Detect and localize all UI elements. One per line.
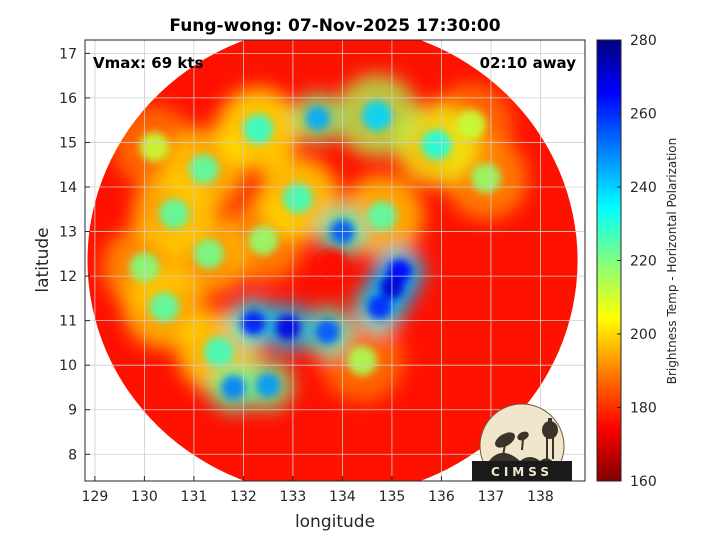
x-tick-label: 138 [527, 489, 554, 505]
x-tick-label: 130 [131, 489, 158, 505]
brightness-feature [241, 310, 266, 335]
microwave-swath [87, 40, 578, 481]
brightness-feature [282, 183, 313, 214]
brightness-feature [193, 238, 224, 269]
y-tick-label: 17 [59, 46, 77, 62]
brightness-feature [203, 336, 234, 367]
brightness-feature [347, 345, 378, 376]
brightness-feature [188, 154, 219, 185]
x-tick-label: 136 [428, 489, 455, 505]
plot-area: 129 130 131 132 133 134 135 136 137 138 8 9 10 11 12 1… [59, 39, 586, 505]
y-tick-label: 10 [59, 358, 77, 374]
chart-title: Fung-wong: 07-Nov-2025 17:30:00 [169, 16, 500, 36]
brightness-feature [248, 225, 279, 256]
grid-lines [85, 40, 585, 481]
x-tick-label: 133 [280, 489, 307, 505]
colorbar-tick-label: 160 [630, 474, 657, 490]
brightness-feature [315, 319, 340, 344]
brightness-feature [470, 163, 501, 194]
colorbar-tick-label: 240 [630, 180, 657, 196]
storm-eye [315, 249, 348, 282]
x-tick-label: 132 [230, 489, 257, 505]
y-tick-label: 12 [59, 269, 77, 285]
x-tick-label: 129 [82, 489, 109, 505]
x-axis-ticks: 129 130 131 132 133 134 135 136 137 138 [82, 476, 554, 505]
cimss-logo: CIMSS [472, 403, 572, 481]
colorbar-tick-label: 260 [630, 107, 657, 123]
y-tick-label: 8 [68, 447, 77, 463]
plot-frame [84, 39, 586, 482]
cimss-logo-text: CIMSS [491, 465, 553, 479]
x-tick-label: 134 [329, 489, 356, 505]
x-tick-label: 135 [379, 489, 406, 505]
x-tick-label: 131 [181, 489, 208, 505]
brightness-feature [149, 292, 180, 323]
brightness-feature [305, 105, 330, 130]
y-tick-label: 16 [59, 91, 77, 107]
colorbar-tick-label: 180 [630, 401, 657, 417]
x-tick-label: 137 [478, 489, 505, 505]
colorbar-label: Brightness Temp - Horizontal Polarizatio… [665, 138, 679, 385]
brightness-feature [367, 200, 398, 231]
y-tick-label: 9 [68, 403, 77, 419]
x-axis-label: longitude [295, 512, 375, 532]
brightness-feature [159, 198, 190, 229]
colorbar: 160 180 200 220 240 260 280 Brightness Temp - … [596, 33, 679, 490]
colorbar-tick-label: 220 [630, 254, 657, 270]
colorbar-ticks: 160 180 200 220 240 260 280 [617, 33, 657, 490]
y-tick-label: 11 [59, 314, 77, 330]
y-tick-label: 14 [59, 180, 77, 196]
brightness-feature [362, 100, 393, 131]
brightness-feature [221, 375, 246, 400]
brightness-feature [139, 131, 170, 162]
brightness-feature [243, 114, 274, 145]
brightness-feature [275, 315, 300, 340]
colorbar-tick-label: 200 [630, 327, 657, 343]
brightness-feature [421, 129, 452, 160]
colorbar-tick-label: 280 [630, 33, 657, 49]
y-axis-ticks: 8 9 10 11 12 13 14 15 16 17 [59, 46, 90, 463]
vmax-annotation: Vmax: 69 kts [93, 54, 203, 72]
y-axis-label: latitude [33, 227, 53, 292]
y-tick-label: 15 [59, 135, 77, 151]
brightness-feature [456, 109, 487, 140]
brightness-feature [256, 373, 281, 398]
time-away-annotation: 02:10 away [480, 54, 577, 72]
brightness-feature [367, 295, 392, 320]
y-tick-label: 13 [59, 225, 77, 241]
